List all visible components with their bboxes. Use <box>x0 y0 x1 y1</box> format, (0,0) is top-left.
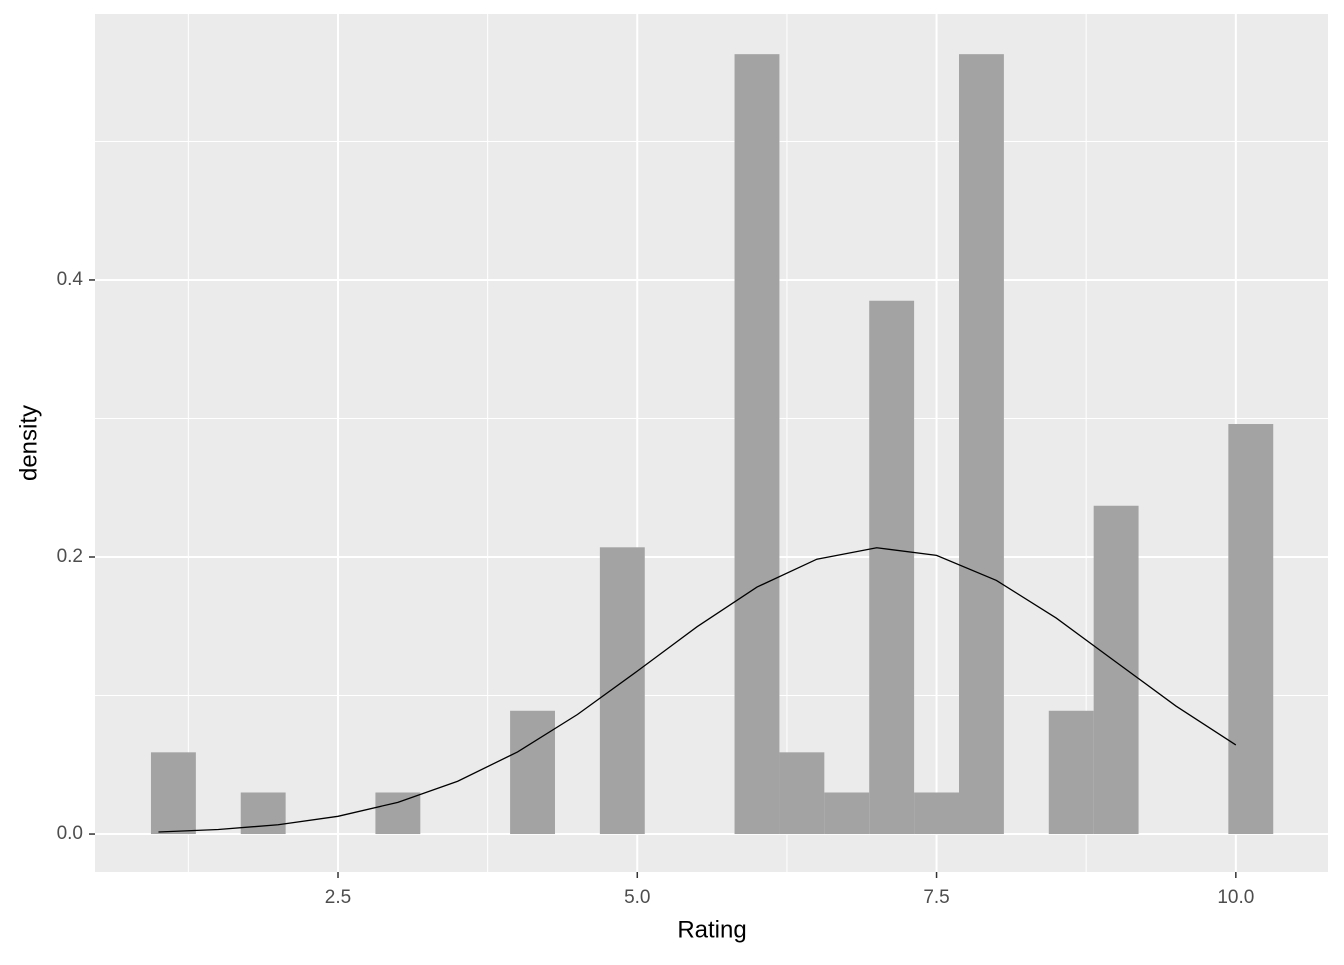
y-tick-label: 0.0 <box>57 823 83 844</box>
marks <box>150 54 1274 835</box>
x-tick-label: 2.5 <box>325 887 351 908</box>
y-tick-label: 0.4 <box>57 269 84 290</box>
x-tick-label: 5.0 <box>624 887 650 908</box>
histogram-bar <box>375 792 421 835</box>
density-curve <box>158 547 1237 833</box>
plot-panel <box>95 14 1328 872</box>
x-tick-label: 7.5 <box>923 887 949 908</box>
histogram-bar <box>510 710 555 835</box>
histogram-bar <box>1093 505 1139 835</box>
histogram-bar <box>150 752 196 835</box>
y-axis-title: density <box>15 405 42 481</box>
histogram-bar <box>824 792 870 835</box>
histogram-bar <box>599 547 645 835</box>
x-axis-title: Rating <box>677 916 746 943</box>
axes: 2.5 5.0 7.5 10.0 0.0 0.2 0.4 <box>57 269 1255 908</box>
histogram-bar <box>1048 710 1094 835</box>
histogram-bar <box>734 54 780 835</box>
histogram-bar <box>779 752 825 835</box>
x-tick-label: 10.0 <box>1217 887 1254 908</box>
histogram-bar <box>958 54 1004 835</box>
histogram-bar <box>869 300 915 835</box>
histogram-bar <box>1228 424 1274 835</box>
histogram-bar <box>914 792 959 835</box>
y-tick-label: 0.2 <box>57 546 83 567</box>
